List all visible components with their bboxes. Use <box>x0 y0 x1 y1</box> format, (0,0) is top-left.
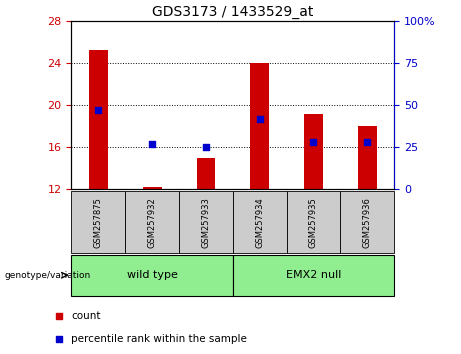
Point <box>55 336 62 342</box>
Bar <box>143 187 161 189</box>
Bar <box>233 255 394 296</box>
Text: GSM257934: GSM257934 <box>255 197 264 247</box>
Bar <box>196 158 215 189</box>
Point <box>148 141 156 147</box>
Bar <box>340 191 394 253</box>
Bar <box>71 191 125 253</box>
Text: GSM257935: GSM257935 <box>309 197 318 247</box>
Bar <box>250 63 269 189</box>
Bar <box>304 114 323 189</box>
Bar <box>233 191 287 253</box>
Bar <box>89 50 108 189</box>
Point <box>310 139 317 145</box>
Bar <box>287 191 340 253</box>
Point <box>202 144 210 150</box>
Text: GSM257932: GSM257932 <box>148 197 157 247</box>
Bar <box>358 126 377 189</box>
Text: wild type: wild type <box>127 270 177 280</box>
Title: GDS3173 / 1433529_at: GDS3173 / 1433529_at <box>152 5 313 19</box>
Point <box>364 139 371 145</box>
Text: count: count <box>71 311 100 321</box>
Text: GSM257933: GSM257933 <box>201 197 210 247</box>
Point <box>95 108 102 113</box>
Text: GSM257875: GSM257875 <box>94 197 103 247</box>
Bar <box>125 191 179 253</box>
Text: EMX2 null: EMX2 null <box>286 270 341 280</box>
Point <box>55 313 62 319</box>
Text: GSM257936: GSM257936 <box>363 197 372 247</box>
Text: percentile rank within the sample: percentile rank within the sample <box>71 334 247 344</box>
Text: genotype/variation: genotype/variation <box>5 271 91 280</box>
Point <box>256 116 263 122</box>
Bar <box>179 191 233 253</box>
Bar <box>71 255 233 296</box>
